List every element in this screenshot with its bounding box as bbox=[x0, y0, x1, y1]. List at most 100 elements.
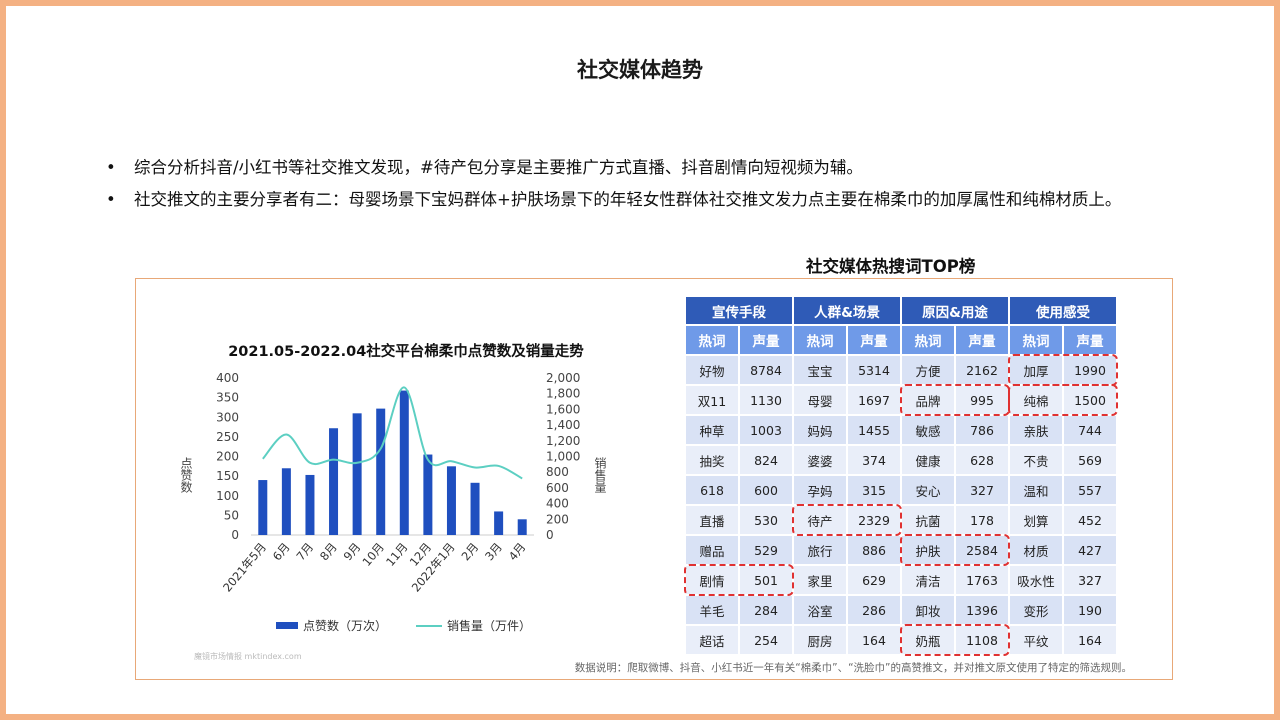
group-header: 原因&用途 bbox=[902, 297, 1008, 324]
bar bbox=[352, 413, 362, 535]
legend-bar-swatch bbox=[276, 622, 298, 629]
y-right-tick-label: 1,600 bbox=[546, 402, 580, 416]
hot-table-title: 社交媒体热搜词TOP榜 bbox=[806, 257, 976, 276]
volume-cell: 744 bbox=[1064, 416, 1116, 444]
volume-cell: 374 bbox=[848, 446, 900, 474]
volume-cell: 1108 bbox=[956, 626, 1008, 654]
volume-cell: 2162 bbox=[956, 356, 1008, 384]
hotword-cell: 敏感 bbox=[902, 416, 954, 444]
combo-chart: 2021.05-2022.04社交平台棉柔巾点赞数及销量走势 0 50 100 150 2… bbox=[179, 342, 607, 633]
volume-cell: 1763 bbox=[956, 566, 1008, 594]
volume-cell: 427 bbox=[1064, 536, 1116, 564]
volume-cell: 529 bbox=[740, 536, 792, 564]
volume-cell: 530 bbox=[740, 506, 792, 534]
volume-cell: 1396 bbox=[956, 596, 1008, 624]
y-left-tick-label: 0 bbox=[231, 528, 239, 542]
y-right-tick-label: 1,000 bbox=[546, 450, 580, 464]
group-header: 宣传手段 bbox=[686, 297, 792, 324]
volume-cell: 1990 bbox=[1064, 356, 1116, 384]
x-tick-label: 3月 bbox=[482, 540, 505, 563]
y-right-tick-label: 1,200 bbox=[546, 434, 580, 448]
hotword-cell: 纯棉 bbox=[1010, 386, 1062, 414]
hotword-cell: 种草 bbox=[686, 416, 738, 444]
hotword-cell: 抗菌 bbox=[902, 506, 954, 534]
volume-cell: 501 bbox=[740, 566, 792, 594]
hotword-cell: 宝宝 bbox=[794, 356, 846, 384]
volume-cell: 1697 bbox=[848, 386, 900, 414]
bullet-dot: • bbox=[106, 190, 116, 209]
volume-cell: 995 bbox=[956, 386, 1008, 414]
table-row: 双11 1130 母婴 1697 品牌 995 纯棉 1500 bbox=[686, 386, 1116, 414]
y-right-tick-label: 400 bbox=[546, 497, 569, 511]
hotword-cell: 健康 bbox=[902, 446, 954, 474]
volume-cell: 1003 bbox=[740, 416, 792, 444]
volume-cell: 824 bbox=[740, 446, 792, 474]
hotword-cell: 吸水性 bbox=[1010, 566, 1062, 594]
x-tick-label: 4月 bbox=[506, 540, 529, 563]
hotword-cell: 加厚 bbox=[1010, 356, 1062, 384]
volume-cell: 1130 bbox=[740, 386, 792, 414]
volume-cell: 254 bbox=[740, 626, 792, 654]
bar bbox=[305, 474, 315, 535]
hotword-cell: 方便 bbox=[902, 356, 954, 384]
y-left-tick-label: 200 bbox=[216, 450, 239, 464]
x-tick-label: 2月 bbox=[459, 540, 482, 563]
hotword-cell: 平纹 bbox=[1010, 626, 1062, 654]
table-row: 种草 1003 妈妈 1455 敏感 786 亲肤 744 bbox=[686, 416, 1116, 444]
y-right-tick-label: 0 bbox=[546, 528, 554, 542]
hot-search-table: 宣传手段 人群&场景 原因&用途 使用感受 热词 声量 热词 声量 热词 声量 热词 声量 好物 8784… bbox=[684, 295, 1118, 656]
bullet-item: • 综合分析抖音/小红书等社交推文发现，#待产包分享是主要推广方式直播、抖音剧情… bbox=[106, 152, 1236, 184]
group-header: 人群&场景 bbox=[794, 297, 900, 324]
bar bbox=[517, 519, 527, 535]
page-title: 社交媒体趋势 bbox=[577, 58, 703, 82]
bar bbox=[470, 482, 480, 535]
sales-line bbox=[262, 386, 523, 480]
y-left-tick-label: 400 bbox=[216, 371, 239, 385]
hotword-cell: 妈妈 bbox=[794, 416, 846, 444]
hotword-cell: 卸妆 bbox=[902, 596, 954, 624]
y-right-tick-label: 2,000 bbox=[546, 371, 580, 385]
x-tick-label: 11月 bbox=[383, 540, 411, 569]
y-left-tick-label: 100 bbox=[216, 489, 239, 503]
hotword-cell: 羊毛 bbox=[686, 596, 738, 624]
hotword-cell: 超话 bbox=[686, 626, 738, 654]
y-right-tick-label: 1,400 bbox=[546, 418, 580, 432]
volume-cell: 1455 bbox=[848, 416, 900, 444]
table-row: 好物 8784 宝宝 5314 方便 2162 加厚 1990 bbox=[686, 356, 1116, 384]
bar bbox=[446, 466, 456, 535]
table-row: 羊毛 284 浴室 286 卸妆 1396 变形 190 bbox=[686, 596, 1116, 624]
bullet-text: 社交推文的主要分享者有二：母婴场景下宝妈群体+护肤场景下的年轻女性群体社交推文发… bbox=[134, 190, 1122, 209]
hotword-cell: 划算 bbox=[1010, 506, 1062, 534]
volume-cell: 5314 bbox=[848, 356, 900, 384]
y-right-tick-label: 600 bbox=[546, 481, 569, 495]
hotword-cell: 剧情 bbox=[686, 566, 738, 594]
table-row: 剧情 501 家里 629 清洁 1763 吸水性 327 bbox=[686, 566, 1116, 594]
y-left-tick-label: 50 bbox=[224, 508, 239, 522]
y-left-tick-label: 350 bbox=[216, 391, 239, 405]
volume-header: 声量 bbox=[956, 326, 1008, 354]
bar bbox=[376, 408, 386, 535]
volume-cell: 327 bbox=[1064, 566, 1116, 594]
table-row: 抽奖 824 婆婆 374 健康 628 不贵 569 bbox=[686, 446, 1116, 474]
bar bbox=[329, 428, 339, 535]
table-row: 赠品 529 旅行 886 护肤 2584 材质 427 bbox=[686, 536, 1116, 564]
y-right-tick-label: 1,800 bbox=[546, 387, 580, 401]
hotword-cell: 清洁 bbox=[902, 566, 954, 594]
hotword-cell: 护肤 bbox=[902, 536, 954, 564]
hotword-cell: 温和 bbox=[1010, 476, 1062, 504]
y-left-axis-label: 点赞数 bbox=[179, 457, 193, 494]
bar bbox=[281, 468, 291, 535]
hotword-cell: 618 bbox=[686, 476, 738, 504]
hotword-cell: 赠品 bbox=[686, 536, 738, 564]
watermark: 魔镜市场情报 mktindex.com bbox=[194, 652, 302, 661]
volume-cell: 164 bbox=[848, 626, 900, 654]
table-row: 超话 254 厨房 164 奶瓶 1108 平纹 164 bbox=[686, 626, 1116, 654]
x-tick-label: 10月 bbox=[359, 540, 387, 569]
y-left-tick-label: 300 bbox=[216, 410, 239, 424]
volume-cell: 886 bbox=[848, 536, 900, 564]
volume-cell: 2329 bbox=[848, 506, 900, 534]
hotword-header: 热词 bbox=[1010, 326, 1062, 354]
hotword-cell: 双11 bbox=[686, 386, 738, 414]
x-tick-label: 6月 bbox=[270, 540, 293, 563]
